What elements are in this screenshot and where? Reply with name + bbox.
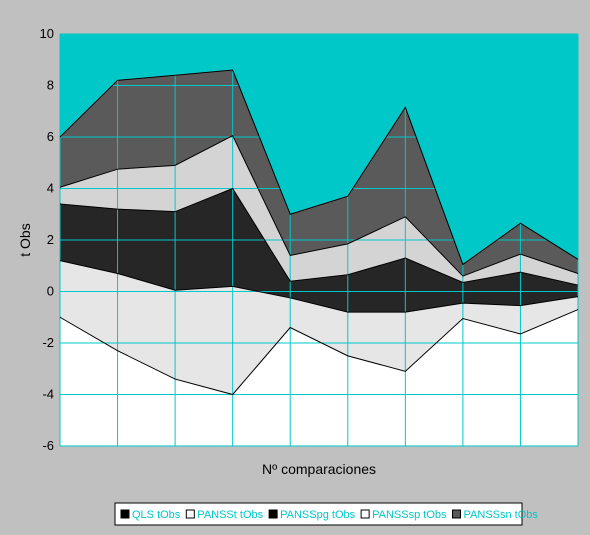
y-axis-title: t Obs bbox=[17, 223, 33, 256]
legend-swatch bbox=[268, 509, 278, 519]
legend-label: PANSSpg tObs bbox=[280, 509, 355, 521]
y-tick-label: 0 bbox=[47, 284, 54, 299]
y-tick-label: 6 bbox=[47, 129, 54, 144]
series-outline-3 bbox=[59, 187, 579, 286]
y-tick-label: 10 bbox=[40, 26, 54, 41]
legend-swatch bbox=[185, 509, 195, 519]
y-tick-label: 2 bbox=[47, 232, 54, 247]
y-tick-label: -2 bbox=[42, 335, 54, 350]
y-tick-label: -6 bbox=[42, 438, 54, 453]
legend-swatch bbox=[360, 509, 370, 519]
legend-label: QLS tObs bbox=[132, 509, 181, 521]
legend-swatch bbox=[120, 509, 130, 519]
area-series-2 bbox=[60, 260, 578, 395]
legend-box bbox=[114, 502, 523, 526]
stacked-areas bbox=[60, 70, 578, 446]
area-series-1 bbox=[60, 309, 578, 446]
series-outline-5 bbox=[59, 69, 579, 266]
x-axis-title: Nº comparaciones bbox=[262, 461, 376, 477]
legend: QLS tObs PANSSt tObs PANSSpg tObs PANSSsp t… bbox=[114, 502, 539, 526]
y-tick-labels: -6 -4 -2 0 2 4 6 8 10 bbox=[40, 26, 54, 453]
series-outlines bbox=[59, 69, 579, 396]
series-outline-1 bbox=[59, 309, 579, 396]
y-tick-label: 4 bbox=[47, 181, 54, 196]
y-tick-label: 8 bbox=[47, 78, 54, 93]
gridlines bbox=[59, 33, 579, 447]
legend-swatch bbox=[452, 509, 462, 519]
legend-label: PANSSsp tObs bbox=[372, 509, 447, 521]
series-outline-2 bbox=[59, 260, 579, 313]
legend-label: PANSSsn tObs bbox=[464, 509, 539, 521]
series-outline-4 bbox=[59, 135, 579, 277]
legend-label: PANSSt tObs bbox=[197, 509, 263, 521]
area-series-3 bbox=[60, 188, 578, 313]
area-series-4 bbox=[60, 135, 578, 286]
area-series-5 bbox=[60, 70, 578, 277]
y-tick-label: -4 bbox=[42, 387, 54, 402]
